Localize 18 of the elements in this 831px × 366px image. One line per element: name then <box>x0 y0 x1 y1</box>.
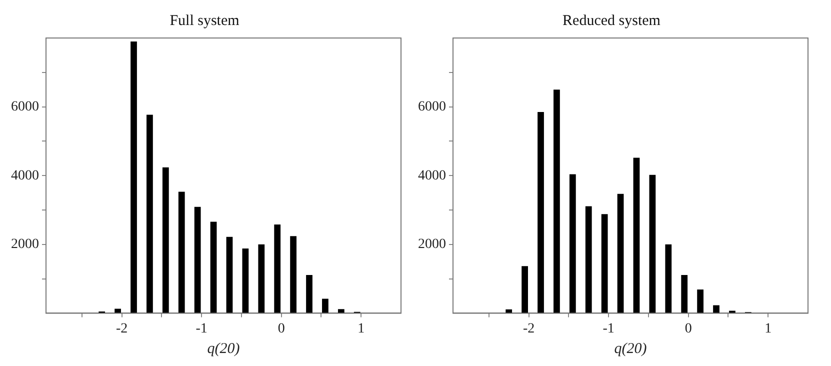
x-tick-label: -2 <box>522 321 535 336</box>
x-tick-label: 0 <box>278 321 285 336</box>
y-tick-label: 6000 <box>11 99 39 114</box>
x-tick-label: 0 <box>684 321 692 336</box>
x-tick-label: -1 <box>602 321 614 336</box>
y-tick-label: 4000 <box>418 168 446 184</box>
x-tick-label: -1 <box>196 321 208 336</box>
chart-title: Reduced system <box>562 12 661 29</box>
x-axis-title: q(20) <box>207 340 240 357</box>
y-tick-label: 2000 <box>11 237 39 252</box>
y-tick-label: 2000 <box>418 237 446 252</box>
y-tick-label: 6000 <box>418 99 446 114</box>
x-tick-label: 1 <box>358 321 365 336</box>
chart-title: Full system <box>170 12 240 29</box>
x-axis-title: q(20) <box>614 340 647 357</box>
x-tick-label: 1 <box>764 321 772 336</box>
y-tick-label: 4000 <box>11 168 39 184</box>
x-tick-label: -2 <box>116 321 128 336</box>
